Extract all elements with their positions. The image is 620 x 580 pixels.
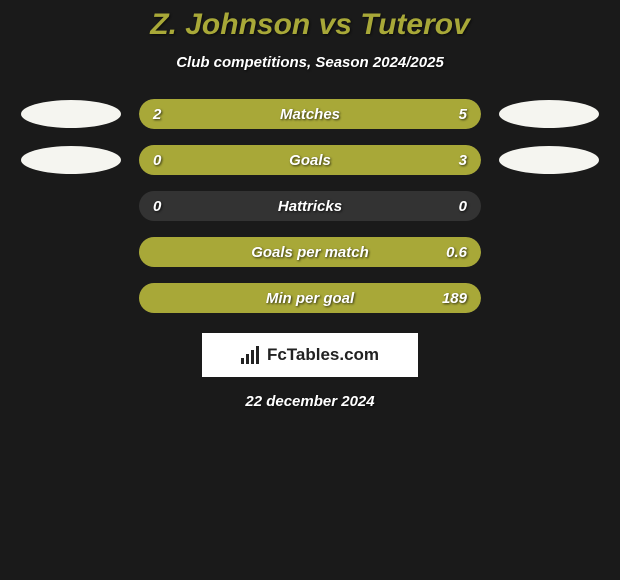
logo-text: FcTables.com: [267, 345, 379, 365]
stat-row: 25Matches: [0, 99, 620, 129]
date: 22 december 2024: [0, 393, 620, 410]
stat-bar: 189Min per goal: [139, 283, 481, 313]
stat-bar: 25Matches: [139, 99, 481, 129]
chart-icon: [241, 346, 263, 364]
stat-bar: 03Goals: [139, 145, 481, 175]
stat-bar: 00Hattricks: [139, 191, 481, 221]
stat-label: Goals per match: [139, 237, 481, 267]
stat-bar: 0.6Goals per match: [139, 237, 481, 267]
stat-label: Min per goal: [139, 283, 481, 313]
comparison-card: Z. Johnson vs Tuterov Club competitions,…: [0, 0, 620, 410]
player-right-badge: [499, 146, 599, 174]
stat-row: 0.6Goals per match: [0, 237, 620, 267]
stats-list: 25Matches 03Goals 00Hattricks 0.6Goals per …: [0, 99, 620, 313]
stat-row: 189Min per goal: [0, 283, 620, 313]
page-title: Z. Johnson vs Tuterov: [0, 8, 620, 42]
stat-row: 00Hattricks: [0, 191, 620, 221]
stat-row: 03Goals: [0, 145, 620, 175]
logo-box[interactable]: FcTables.com: [202, 333, 418, 377]
player-left-badge: [21, 100, 121, 128]
player-right-badge: [499, 100, 599, 128]
player-left-badge: [21, 146, 121, 174]
stat-label: Matches: [139, 99, 481, 129]
logo: FcTables.com: [241, 345, 379, 365]
stat-label: Goals: [139, 145, 481, 175]
subtitle: Club competitions, Season 2024/2025: [0, 54, 620, 71]
stat-label: Hattricks: [139, 191, 481, 221]
